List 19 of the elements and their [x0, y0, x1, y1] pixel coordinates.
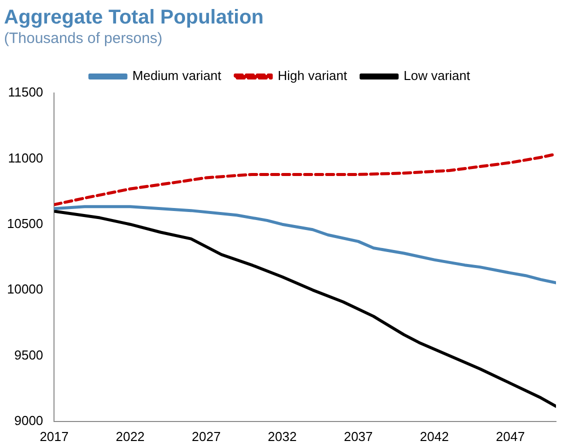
- x-tick-label: 2027: [192, 428, 221, 444]
- x-tick-label: 2037: [344, 428, 373, 444]
- legend-label: Medium variant: [132, 68, 222, 84]
- chart-subtitle: (Thousands of persons): [4, 30, 162, 48]
- x-tick-label: 2022: [116, 428, 145, 444]
- y-tick-label: 9000: [14, 412, 44, 428]
- y-tick-label: 9500: [14, 347, 44, 362]
- y-tick-label: 10500: [6, 216, 44, 231]
- legend-label: High variant: [278, 68, 348, 84]
- y-tick-label: 10000: [6, 282, 44, 297]
- x-tick-label: 2042: [420, 428, 449, 444]
- x-tick-label: 2032: [268, 428, 297, 444]
- line-series: [54, 152, 556, 206]
- x-tick-label: 2017: [40, 428, 69, 444]
- x-tick-label: 2047: [496, 428, 525, 444]
- y-tick-label: 11500: [8, 84, 44, 100]
- y-tick-label: 11000: [8, 150, 44, 166]
- legend-label: Low variant: [404, 68, 470, 84]
- chart-title: Aggregate Total Population: [4, 6, 264, 29]
